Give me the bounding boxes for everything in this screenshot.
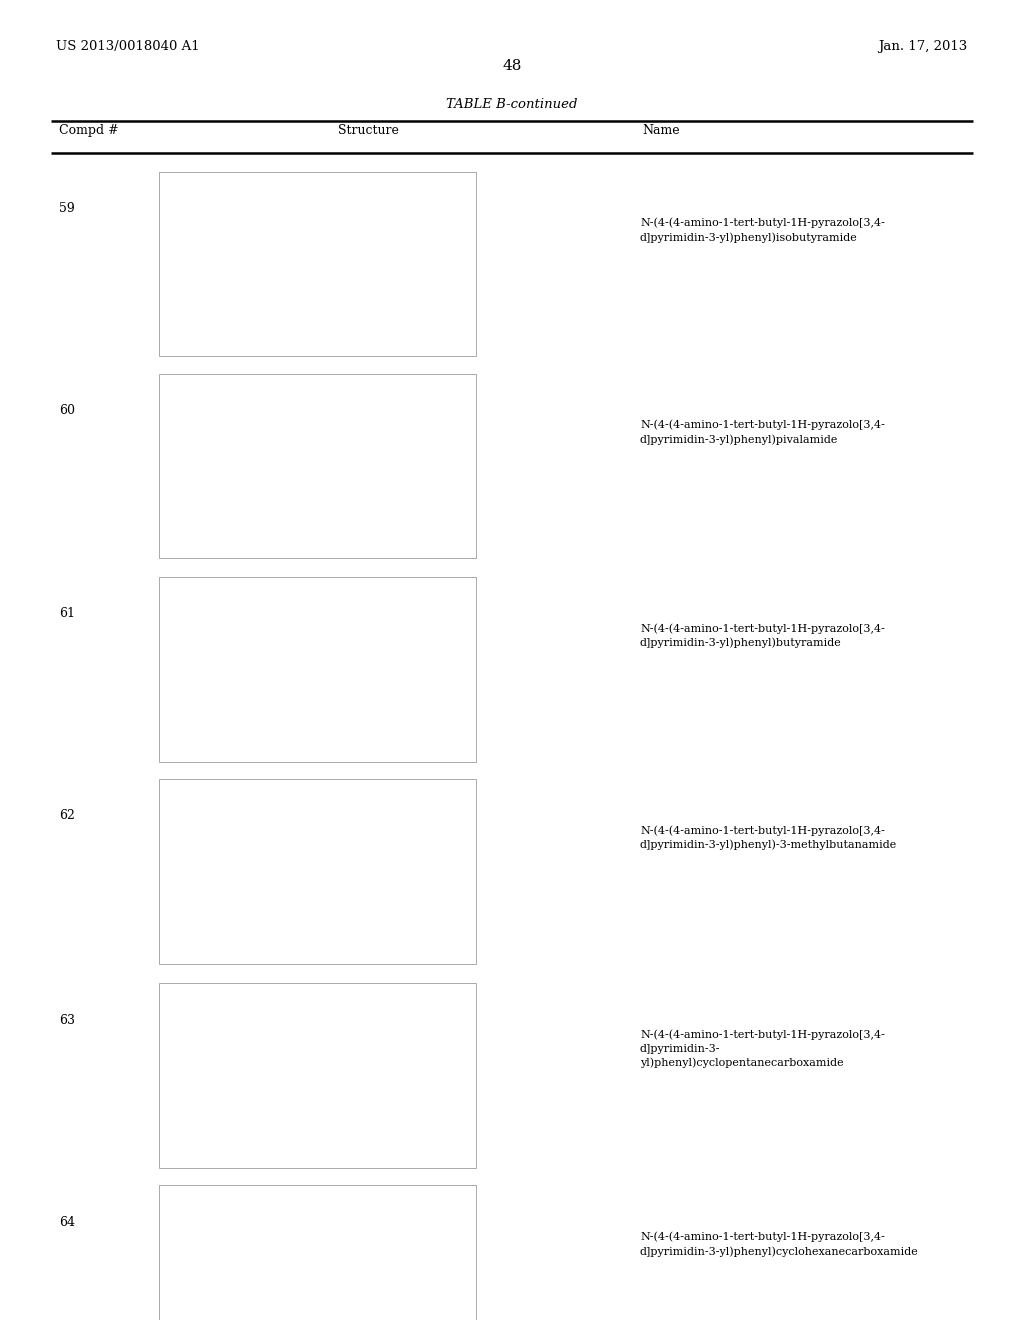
Text: 48: 48 <box>503 59 521 73</box>
Text: [Structure]: [Structure] <box>291 1071 344 1081</box>
Text: 63: 63 <box>59 1014 76 1027</box>
Text: N-(4-(4-amino-1-tert-butyl-1H-pyrazolo[3,4-
d]pyrimidin-3-yl)phenyl)-3-methylbut: N-(4-(4-amino-1-tert-butyl-1H-pyrazolo[3… <box>640 825 897 850</box>
Text: Name: Name <box>642 124 680 137</box>
Text: Structure: Structure <box>338 124 399 137</box>
Text: 62: 62 <box>59 809 76 822</box>
Text: Compd #: Compd # <box>59 124 119 137</box>
Text: [Structure]: [Structure] <box>291 866 344 876</box>
Text: [Structure]: [Structure] <box>291 461 344 471</box>
Text: N-(4-(4-amino-1-tert-butyl-1H-pyrazolo[3,4-
d]pyrimidin-3-yl)phenyl)cyclohexanec: N-(4-(4-amino-1-tert-butyl-1H-pyrazolo[3… <box>640 1232 919 1257</box>
Text: US 2013/0018040 A1: US 2013/0018040 A1 <box>56 41 200 53</box>
Text: 64: 64 <box>59 1216 76 1229</box>
Text: N-(4-(4-amino-1-tert-butyl-1H-pyrazolo[3,4-
d]pyrimidin-3-yl)phenyl)pivalamide: N-(4-(4-amino-1-tert-butyl-1H-pyrazolo[3… <box>640 420 885 445</box>
Text: 61: 61 <box>59 607 76 620</box>
Text: 59: 59 <box>59 202 75 215</box>
Text: Jan. 17, 2013: Jan. 17, 2013 <box>879 41 968 53</box>
Text: [Structure]: [Structure] <box>291 259 344 269</box>
Text: N-(4-(4-amino-1-tert-butyl-1H-pyrazolo[3,4-
d]pyrimidin-3-
yl)phenyl)cyclopentan: N-(4-(4-amino-1-tert-butyl-1H-pyrazolo[3… <box>640 1030 885 1068</box>
Text: TABLE B-continued: TABLE B-continued <box>446 98 578 111</box>
Text: N-(4-(4-amino-1-tert-butyl-1H-pyrazolo[3,4-
d]pyrimidin-3-yl)phenyl)isobutyramid: N-(4-(4-amino-1-tert-butyl-1H-pyrazolo[3… <box>640 218 885 243</box>
Text: N-(4-(4-amino-1-tert-butyl-1H-pyrazolo[3,4-
d]pyrimidin-3-yl)phenyl)butyramide: N-(4-(4-amino-1-tert-butyl-1H-pyrazolo[3… <box>640 623 885 648</box>
Text: 60: 60 <box>59 404 76 417</box>
Text: [Structure]: [Structure] <box>291 664 344 675</box>
Text: [Structure]: [Structure] <box>291 1272 344 1283</box>
